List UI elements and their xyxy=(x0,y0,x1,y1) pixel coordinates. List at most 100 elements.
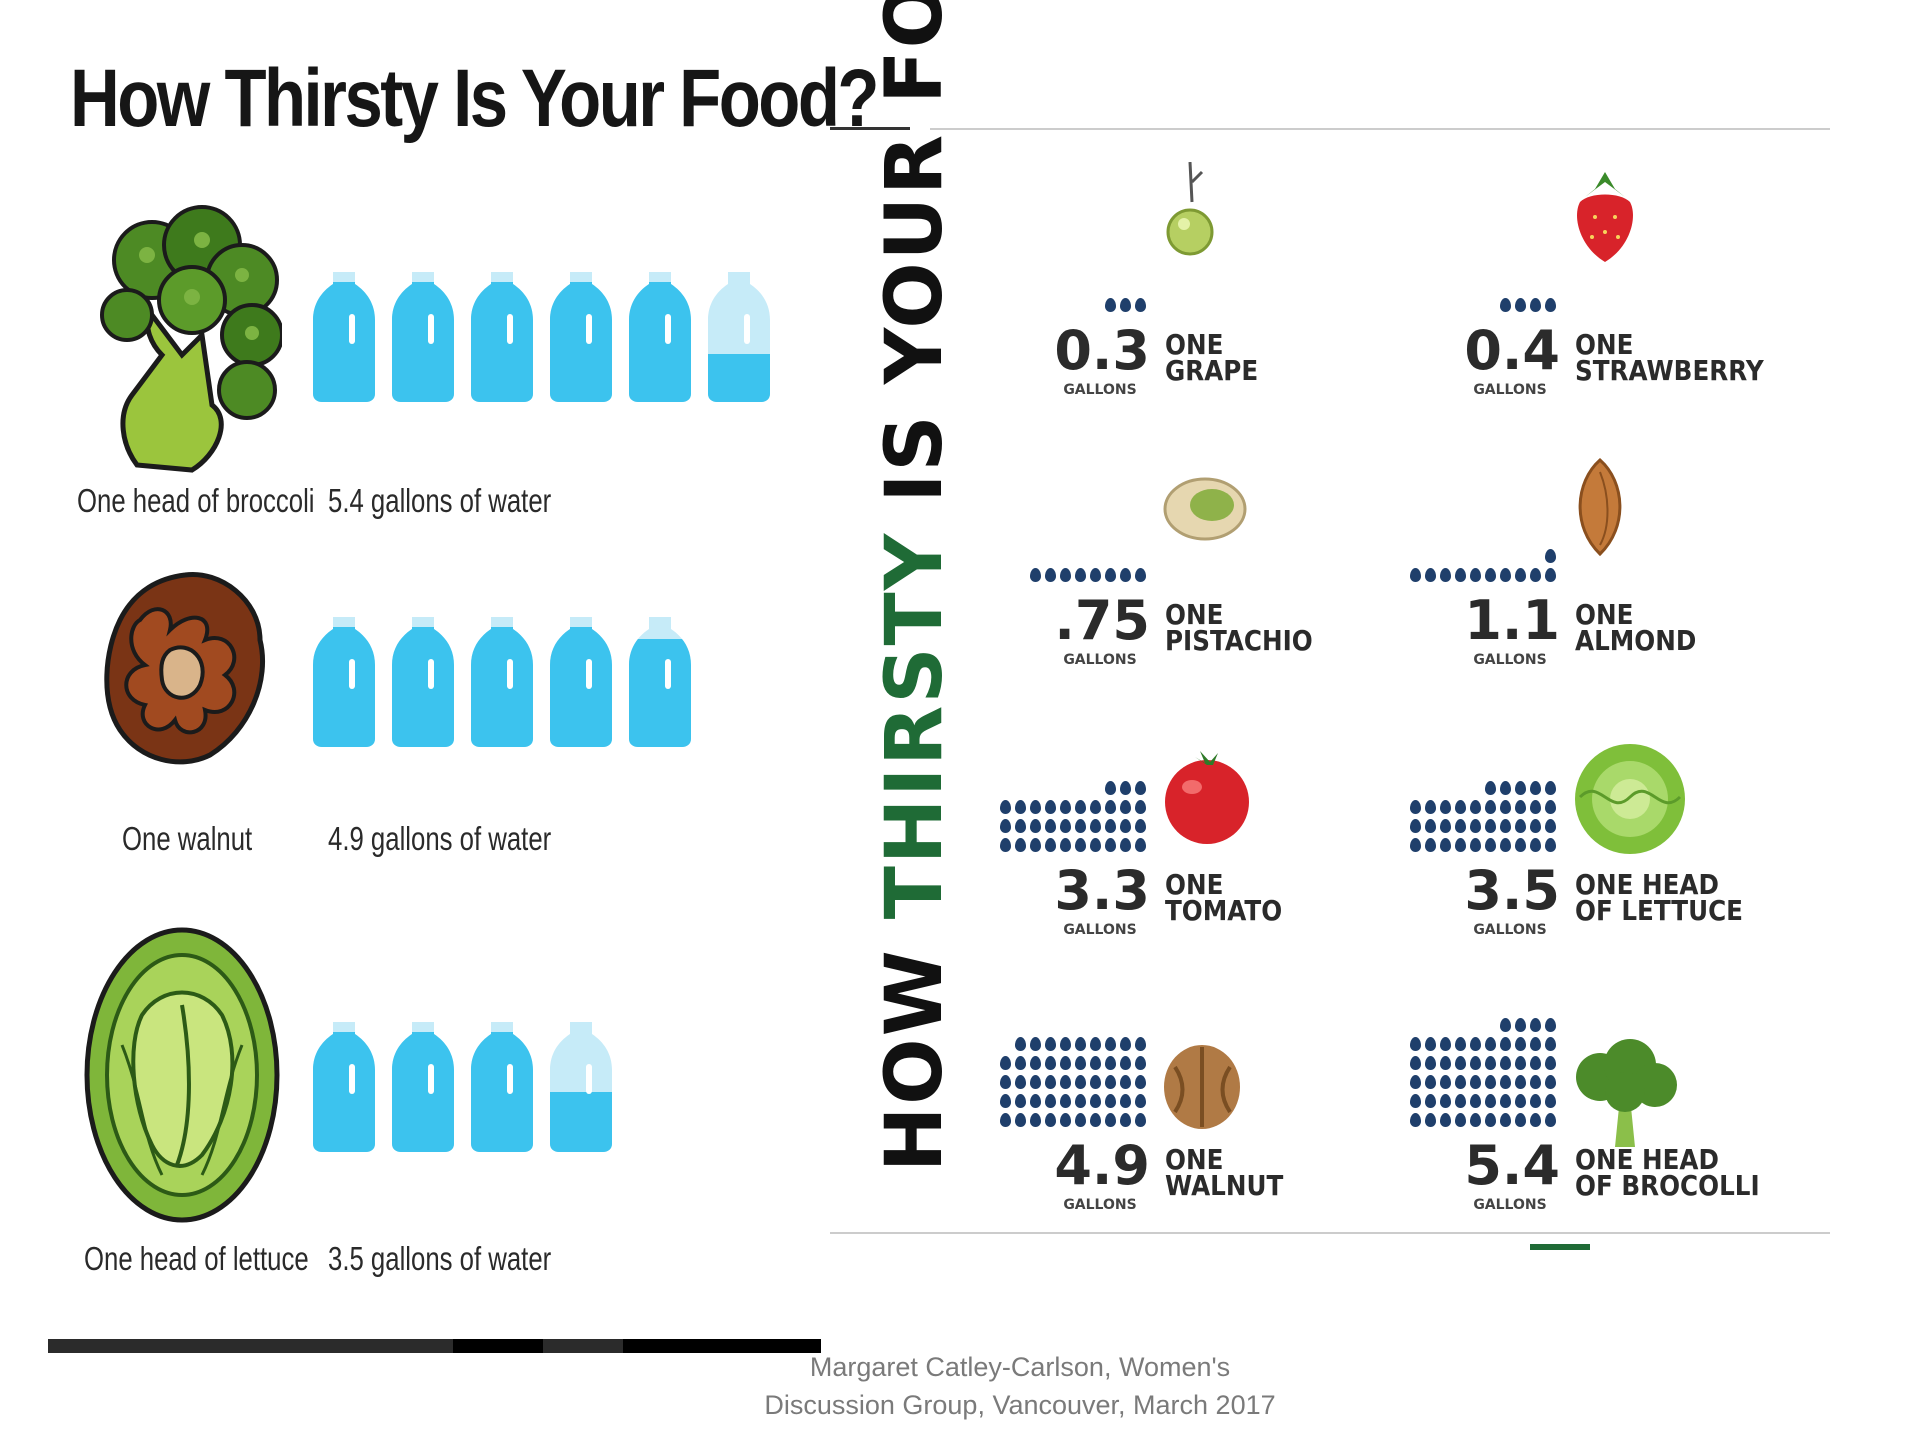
water-drop-icon xyxy=(1060,568,1071,582)
water-drop-icon xyxy=(1485,1094,1496,1108)
water-drop-icon xyxy=(1410,819,1421,833)
water-drop-icon xyxy=(1530,1056,1541,1070)
water-drop-icon xyxy=(1425,838,1436,852)
water-drop-icon xyxy=(1470,1094,1481,1108)
water-drop-icon xyxy=(1485,1113,1496,1127)
water-drop-icon xyxy=(1135,1075,1146,1089)
food-label-line: ONE xyxy=(1165,1143,1224,1176)
water-drop-icon xyxy=(1120,1113,1131,1127)
water-drop-icon xyxy=(1485,838,1496,852)
water-drop-icon xyxy=(1515,1037,1526,1051)
water-drop-icon xyxy=(1030,838,1041,852)
food-label-line: ONE xyxy=(1165,598,1224,631)
water-drop-icon xyxy=(1530,1094,1541,1108)
water-drop-icon xyxy=(1135,1037,1146,1051)
food-label-line: OF LETTUCE xyxy=(1575,894,1743,927)
water-drop-icon xyxy=(1120,1094,1131,1108)
water-drop-icon xyxy=(1075,568,1086,582)
water-drop-icon xyxy=(1500,800,1511,814)
title-part: IS YOUR FOO xyxy=(870,0,960,532)
water-drop-icon xyxy=(1530,1037,1541,1051)
water-drop-icon xyxy=(1045,1113,1056,1127)
walnut-illustration xyxy=(104,571,266,765)
water-drop-icon xyxy=(1060,800,1071,814)
water-drop-icon xyxy=(1515,819,1526,833)
water-drop-icon xyxy=(1515,800,1526,814)
gallons-unit: GALLONS xyxy=(1473,922,1547,938)
food-label-line: ONE xyxy=(1165,328,1224,361)
water-drop-icon xyxy=(1090,1113,1101,1127)
water-drop-icon xyxy=(1060,838,1071,852)
food-label-line: ONE xyxy=(1575,328,1634,361)
water-drop-icon xyxy=(1455,1056,1466,1070)
water-drop-icon xyxy=(1410,1094,1421,1108)
water-drop-icon xyxy=(1455,1094,1466,1108)
water-drop-icon xyxy=(1455,1037,1466,1051)
water-drop-icon xyxy=(1530,1075,1541,1089)
water-drop-icon xyxy=(1075,1075,1086,1089)
water-jug-icon xyxy=(550,272,612,402)
water-drop-icon xyxy=(1000,800,1011,814)
water-drop-icon xyxy=(1105,1075,1116,1089)
food-label-line: ONE xyxy=(1575,598,1634,631)
water-drop-icon xyxy=(1470,800,1481,814)
water-drop-icon xyxy=(1015,1037,1026,1051)
water-drop-icon xyxy=(1500,781,1511,795)
water-drop-icon xyxy=(1105,781,1116,795)
food-label: ONE WALNUT xyxy=(1165,1143,1283,1200)
footer-line: Discussion Group, Vancouver, March 2017 xyxy=(764,1390,1276,1420)
water-drop-icon xyxy=(1000,819,1011,833)
divider xyxy=(930,128,1830,130)
water-drop-icon xyxy=(1545,1056,1556,1070)
water-drop-icon xyxy=(1440,1113,1451,1127)
water-drop-icon xyxy=(1410,800,1421,814)
water-drop-icon xyxy=(1500,568,1511,582)
water-drop-icon xyxy=(1500,1094,1511,1108)
water-drop-icon xyxy=(1015,1075,1026,1089)
food-tile: 5.4 GALLONS ONE HEAD OF BROCOLLI xyxy=(1410,977,1830,1227)
food-label-line: GRAPE xyxy=(1165,354,1259,387)
water-drop-icon xyxy=(1485,800,1496,814)
food-label: ONE HEAD OF BROCOLLI xyxy=(1575,1146,1760,1202)
water-drop-icon xyxy=(1470,1113,1481,1127)
water-drop-icon xyxy=(1105,1037,1116,1051)
food-label: ONE PISTACHIO xyxy=(1165,598,1313,655)
water-caption: 4.9 gallons of water xyxy=(328,820,552,857)
gallons-value: .75 xyxy=(1054,589,1150,652)
water-drop-icon xyxy=(1060,1094,1071,1108)
water-drop-icon xyxy=(1090,1075,1101,1089)
water-jugs xyxy=(311,270,772,402)
water-drop-icon xyxy=(1105,568,1116,582)
water-drop-icon xyxy=(1440,1094,1451,1108)
water-drop-icon xyxy=(1045,1075,1056,1089)
water-drop-icon xyxy=(1090,568,1101,582)
water-drop-icon xyxy=(1545,838,1556,852)
water-drop-icon xyxy=(1015,1094,1026,1108)
page-title: How Thirsty Is Your Food? xyxy=(70,53,879,144)
water-drop-icon xyxy=(1500,819,1511,833)
gallons-unit: GALLONS xyxy=(1063,652,1137,668)
food-label-line: OF BROCOLLI xyxy=(1575,1169,1760,1202)
of-lettuce-icon xyxy=(1570,737,1690,862)
water-drop-icon xyxy=(1135,800,1146,814)
walnut-icon xyxy=(1160,1042,1245,1137)
water-drop-icon xyxy=(1455,819,1466,833)
water-drop-icon xyxy=(1425,1056,1436,1070)
water-drop-icon xyxy=(1500,1056,1511,1070)
water-drop-icon xyxy=(1120,800,1131,814)
water-drop-icon xyxy=(1440,1075,1451,1089)
water-drop-icon xyxy=(1135,298,1146,312)
water-drop-icon xyxy=(1120,819,1131,833)
water-drop-icon xyxy=(1530,838,1541,852)
water-drop-icon xyxy=(1105,800,1116,814)
water-drop-icon xyxy=(1090,1056,1101,1070)
water-drop-icon xyxy=(1500,838,1511,852)
water-drop-icon xyxy=(1105,838,1116,852)
gallons-unit: GALLONS xyxy=(1473,1197,1547,1213)
food-tile: .75 GALLONS ONE PISTACHIO xyxy=(1000,432,1420,682)
water-drop-icon xyxy=(1135,838,1146,852)
water-caption: 5.4 gallons of water xyxy=(328,482,552,519)
food-tile: 3.5 GALLONS ONE HEAD OF LETTUCE xyxy=(1410,702,1830,952)
water-drop-icon xyxy=(1410,1075,1421,1089)
water-drop-icon xyxy=(1500,298,1511,312)
